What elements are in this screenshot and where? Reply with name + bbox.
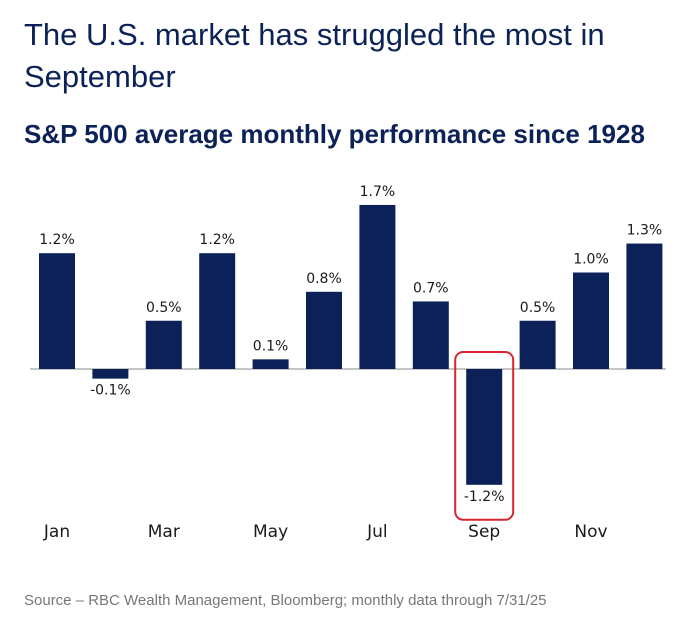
x-tick-label-jul: Jul xyxy=(366,522,388,542)
bar-nov xyxy=(573,272,609,369)
x-tick-label-mar: Mar xyxy=(148,522,180,542)
source-note: Source – RBC Wealth Management, Bloomber… xyxy=(24,592,547,609)
bar-jan xyxy=(39,253,75,369)
bar-chart: 1.2% Jan -0.1% 0.5% Mar 1.2% 0.1% May 0.8% 1.7% Ju… xyxy=(30,184,666,542)
bar-aug xyxy=(412,301,449,369)
data-label-oct: 0.5% xyxy=(520,300,556,316)
x-tick-label-nov: Nov xyxy=(574,522,607,542)
data-label-aug: 0.7% xyxy=(413,280,449,296)
data-label-mar: 0.5% xyxy=(146,300,182,316)
bar-apr xyxy=(199,253,236,369)
chart-title: The U.S. market has struggled the most i… xyxy=(24,17,605,94)
data-label-jul: 1.7% xyxy=(360,184,396,200)
x-tick-label-sep: Sep xyxy=(468,522,500,542)
data-label-feb: -0.1% xyxy=(90,383,131,399)
highlight-outline-sep xyxy=(454,351,515,521)
bar-feb xyxy=(92,369,129,379)
x-tick-label-may: May xyxy=(253,522,288,542)
data-label-sep: -1.2% xyxy=(464,489,505,505)
chart-subtitle: S&P 500 average monthly performance sinc… xyxy=(24,119,645,149)
data-label-dec: 1.3% xyxy=(627,223,663,239)
bar-dec xyxy=(626,243,663,369)
bar-jul xyxy=(359,204,396,369)
data-label-apr: 1.2% xyxy=(199,232,235,248)
data-label-jan: 1.2% xyxy=(39,232,75,248)
data-label-may: 0.1% xyxy=(253,338,289,354)
bar-may xyxy=(252,359,289,369)
bar-oct xyxy=(519,320,556,369)
bar-mar xyxy=(145,320,182,369)
bar-jun xyxy=(306,291,342,369)
data-label-jun: 0.8% xyxy=(306,271,342,287)
x-tick-label-jan: Jan xyxy=(43,522,70,542)
data-label-nov: 1.0% xyxy=(573,252,609,268)
bar-sep xyxy=(466,369,503,485)
